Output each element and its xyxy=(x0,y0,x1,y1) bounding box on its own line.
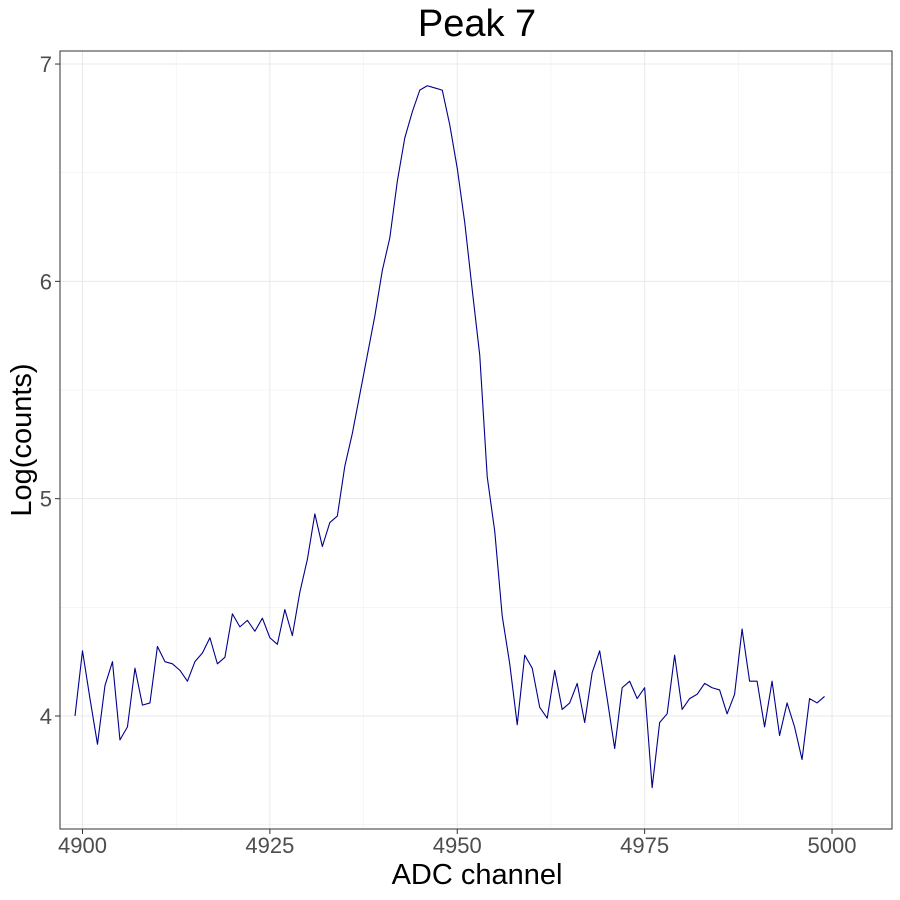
plot-panel xyxy=(59,50,893,830)
x-tick-label: 4975 xyxy=(620,833,669,858)
x-tick-label: 4950 xyxy=(433,833,482,858)
y-axis: 4 5 6 7 xyxy=(40,52,60,729)
y-axis-title: Log(counts) xyxy=(6,363,38,516)
x-tick-label: 4900 xyxy=(58,833,107,858)
x-axis-title: ADC channel xyxy=(392,859,563,891)
y-tick-label: 6 xyxy=(40,269,52,294)
y-tick-label: 7 xyxy=(40,52,52,77)
x-tick-label: 4925 xyxy=(245,833,294,858)
y-tick-label: 4 xyxy=(40,704,52,729)
x-axis: 4900 4925 4950 4975 5000 xyxy=(58,829,857,858)
panel-border xyxy=(59,50,893,830)
data-line xyxy=(74,85,825,789)
chart-title: Peak 7 xyxy=(418,3,536,45)
x-tick-label: 5000 xyxy=(808,833,857,858)
y-tick-label: 5 xyxy=(40,487,52,512)
